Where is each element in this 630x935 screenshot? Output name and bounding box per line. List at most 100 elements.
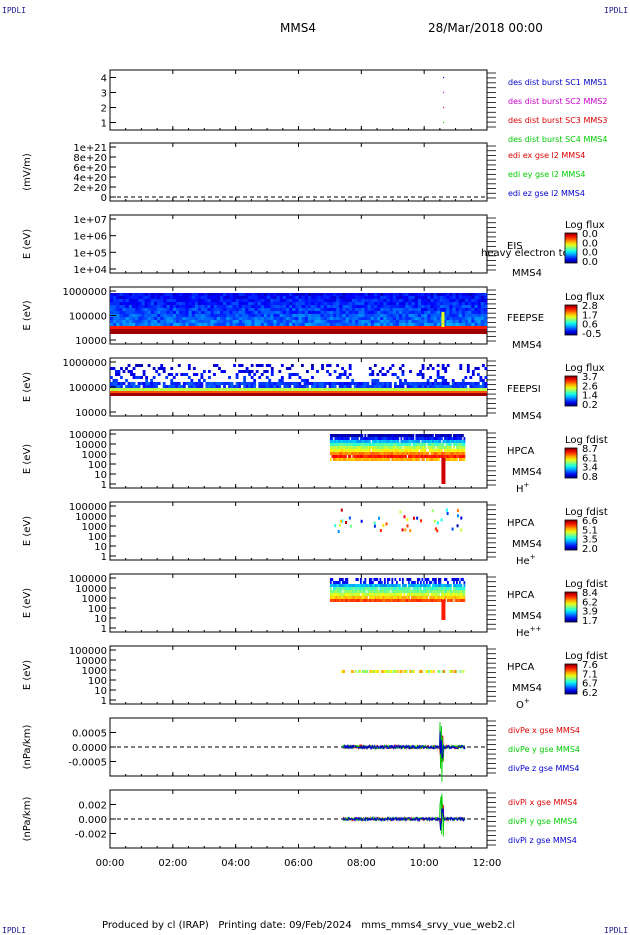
spectrogram-cell [320, 302, 324, 305]
spectrogram-cell [280, 364, 284, 367]
spectrogram-cell [336, 296, 340, 299]
spectrogram-cell [356, 584, 359, 587]
spectrogram-cell [160, 302, 164, 305]
spectrogram-cell [254, 317, 258, 320]
spectrogram-cell [343, 587, 346, 590]
spectrogram-cell [449, 452, 452, 455]
spectrogram-cell [370, 590, 373, 593]
spectrogram-cell [226, 314, 230, 317]
spectrogram-cell [437, 599, 440, 602]
spectrogram-cell [412, 452, 415, 455]
spectrogram-cell [243, 379, 247, 382]
spectrogram-cell [347, 458, 350, 461]
spectrogram-cell [358, 382, 362, 385]
spectrogram-cell [460, 593, 463, 596]
spectrogram-cell [179, 323, 183, 326]
spectrogram-cell [413, 440, 416, 443]
spectrogram-cell [419, 446, 422, 449]
spectrogram-cell [182, 296, 186, 299]
spectrogram-cell [474, 299, 478, 302]
spectrogram-cell [422, 593, 425, 596]
spectrogram-cell [323, 314, 328, 317]
spectrogram-cell [270, 311, 274, 314]
spectrogram-cell [395, 596, 398, 599]
spectrogram-cell [460, 446, 463, 449]
spectrogram-cell [188, 293, 192, 296]
spectrogram-cell [128, 308, 133, 311]
spectrogram-cell [349, 446, 352, 449]
spectrogram-cell [458, 302, 463, 305]
spectrogram-cell [270, 373, 274, 376]
spectrogram-cell [329, 437, 332, 440]
spectrogram-cell [377, 593, 380, 596]
spectrogram-cell [336, 376, 340, 379]
spectrogram-cell [351, 302, 356, 305]
spectrogram-cell [131, 296, 136, 299]
spectrogram-cell [157, 323, 161, 326]
spectrogram-cell [332, 443, 335, 446]
spectrogram-cell [439, 376, 443, 379]
spectrogram-cell [385, 446, 388, 449]
spectrogram-cell [122, 311, 127, 314]
y-tick-label-1: 4e+20 [73, 173, 107, 184]
spectrogram-cell [138, 320, 142, 323]
spectrogram-cell [446, 293, 450, 296]
spectrogram-cell [307, 302, 312, 305]
spectrogram-cell [398, 593, 401, 596]
spectrogram-cell [270, 370, 274, 373]
spectrogram-cell [195, 382, 199, 385]
spectrogram-cell [147, 314, 152, 317]
spectrogram-cell [373, 437, 376, 440]
spectrogram-cell [418, 434, 421, 437]
spectrogram-cell [356, 443, 359, 446]
spectrogram-cell [273, 308, 277, 311]
spectrogram-cell [197, 317, 202, 320]
spectrogram-cell [342, 296, 346, 299]
spectrogram-cell [349, 593, 352, 596]
spectrogram-cell [418, 599, 421, 602]
spectrogram-cell [402, 302, 406, 305]
spectrogram-cell [329, 443, 332, 446]
spectrogram-cell [157, 320, 161, 323]
spectrogram-cell [340, 443, 343, 446]
spectrogram-cell [445, 434, 448, 437]
spectrogram-cell [373, 317, 378, 320]
spectrogram-cell [463, 599, 466, 602]
spectrogram-cell [413, 590, 416, 593]
spectrogram-cell [273, 293, 277, 296]
spectrogram-cell [356, 437, 359, 440]
spectrogram-cell [449, 293, 453, 296]
spectrogram-cell [339, 305, 343, 308]
spectrogram-cell [268, 379, 272, 382]
spectrogram-cell [358, 440, 361, 443]
spectrogram-cell [317, 320, 321, 323]
spectrogram-cell [436, 452, 439, 455]
spectrogram-cell [340, 458, 343, 461]
legend-entry-1: edi ex gse l2 MMS4 [508, 151, 585, 160]
spectrogram-cell [131, 308, 136, 311]
spectrogram-cell [130, 382, 133, 385]
spectrogram-cell [422, 599, 425, 602]
spectrogram-cell [292, 311, 296, 314]
spectrogram-cell [454, 385, 458, 388]
spectrogram-cell [353, 458, 356, 461]
y-tick-label-2: 1e+05 [73, 248, 107, 259]
spectrogram-cell [400, 455, 403, 458]
spectrogram-cell [172, 305, 177, 308]
spectrogram-cell [280, 376, 284, 379]
spectrogram-cell [317, 305, 321, 308]
spectrogram-cell [355, 449, 358, 452]
spectrogram-cell [382, 452, 385, 455]
spectrogram-cell [431, 458, 434, 461]
spectrogram-cell [216, 317, 221, 320]
spectrogram-cell [410, 446, 413, 449]
spectrogram-cell [483, 293, 488, 296]
spectrogram-cell [377, 308, 381, 311]
spectrogram-cell [216, 296, 221, 299]
spectrogram-cell [395, 302, 400, 305]
spectrogram-cell [192, 382, 196, 385]
spectrogram-cell [295, 311, 299, 314]
spectrogram-cell [142, 385, 146, 388]
spectrogram-cell [215, 385, 219, 388]
spectrogram-cell [326, 308, 331, 311]
